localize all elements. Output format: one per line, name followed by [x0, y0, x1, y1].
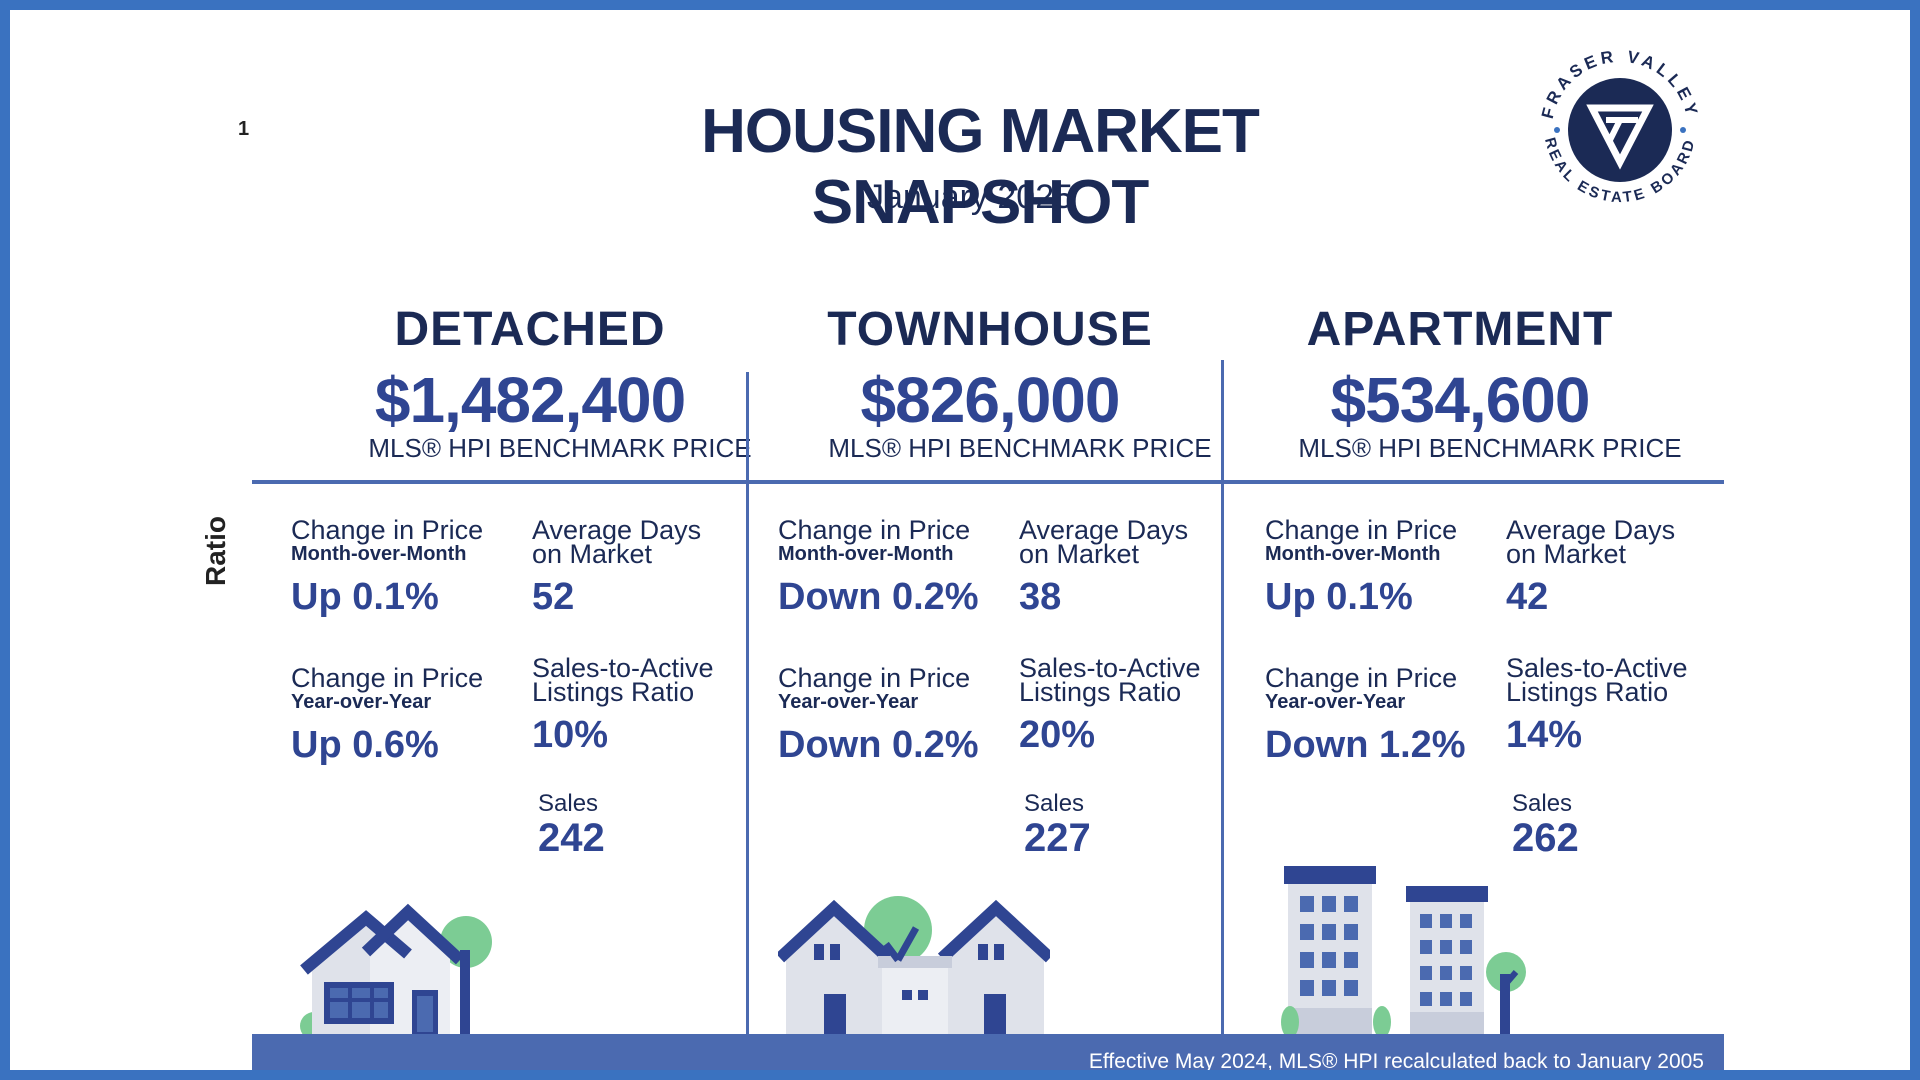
footer-note: Effective May 2024, MLS® HPI recalculate…	[1088, 1050, 1704, 1073]
stat-value: 42	[1506, 576, 1549, 618]
apartment-benchmark-label: MLS® HPI BENCHMARK PRICE	[1298, 433, 1682, 463]
stat-value: Up 0.1%	[1265, 576, 1413, 618]
stat-label-2: on Market	[1506, 539, 1627, 569]
stat-value: Down 0.2%	[778, 576, 979, 618]
apartment-price: $534,600	[1330, 364, 1591, 436]
stat-label-2: Listings Ratio	[1019, 677, 1182, 707]
stat-label: Sales	[1512, 790, 1573, 817]
apartment-title: APARTMENT	[1306, 303, 1614, 356]
detached-yoy: Change in Price Year-over-Year Up 0.6%	[291, 663, 484, 767]
stat-label: Change in Price	[291, 515, 484, 545]
apartment-mom: Change in Price Month-over-Month Up 0.1%	[1265, 515, 1458, 619]
detached-title: DETACHED	[394, 303, 666, 356]
stat-label-2: Listings Ratio	[1506, 677, 1669, 707]
stat-value: 38	[1019, 576, 1062, 618]
fraser-valley-logo-icon: FRASER VALLEY REAL ESTATE BOARD	[1538, 47, 1698, 206]
stat-label: Change in Price	[291, 663, 484, 693]
stat-value: 262	[1512, 816, 1579, 860]
apartment-dom: Average Days on Market 42	[1506, 515, 1676, 619]
stat-label: Sales-to-Active	[1506, 653, 1688, 683]
stat-label: Average Days	[532, 515, 702, 545]
page-subtitle: January 2025	[866, 178, 1074, 216]
stat-label: Change in Price	[778, 663, 971, 693]
apartment-ratio: Sales-to-Active Listings Ratio 14%	[1506, 653, 1688, 757]
stat-label: Average Days	[1019, 515, 1189, 545]
stat-value: 52	[532, 576, 575, 618]
stat-label: Sales	[1024, 790, 1085, 817]
townhouse-sales: Sales 227	[1024, 792, 1091, 861]
ratio-axis-label: Ratio	[200, 516, 231, 586]
townhouse-price: $826,000	[860, 364, 1121, 436]
stat-value: Up 0.6%	[291, 724, 439, 766]
stat-value: Down 1.2%	[1265, 724, 1466, 766]
stat-label-2: on Market	[532, 539, 653, 569]
stat-label-2: Listings Ratio	[532, 677, 695, 707]
townhouse-icon	[778, 896, 1050, 1038]
footer-bar: Effective May 2024, MLS® HPI recalculate…	[252, 1034, 1724, 1073]
apartment-sales: Sales 262	[1512, 792, 1579, 861]
stat-sublabel: Month-over-Month	[1265, 543, 1441, 565]
stat-label: Sales	[538, 790, 599, 817]
townhouse-ratio: Sales-to-Active Listings Ratio 20%	[1019, 653, 1201, 757]
stat-value: 14%	[1506, 714, 1583, 756]
apartment-yoy: Change in Price Year-over-Year Down 1.2%	[1265, 663, 1466, 767]
townhouse-mom: Change in Price Month-over-Month Down 0.…	[778, 515, 979, 619]
stat-value: Up 0.1%	[291, 576, 439, 618]
stat-label: Change in Price	[778, 515, 971, 545]
stat-sublabel: Year-over-Year	[778, 691, 919, 713]
stat-sublabel: Year-over-Year	[1265, 691, 1406, 713]
detached-price: $1,482,400	[374, 364, 686, 436]
stat-label-2: on Market	[1019, 539, 1140, 569]
townhouse-header: TOWNHOUSE $826,000 MLS® HPI BENCHMARK PR…	[750, 302, 1230, 464]
apartment-building-icon	[1281, 866, 1526, 1038]
stat-label: Average Days	[1506, 515, 1676, 545]
detached-sales: Sales 242	[538, 792, 605, 861]
detached-mom: Change in Price Month-over-Month Up 0.1%	[291, 515, 484, 619]
stat-value: Down 0.2%	[778, 724, 979, 766]
column-divider-1	[746, 372, 749, 1034]
ghost-axis-mark: 1	[238, 118, 250, 140]
stat-value: 227	[1024, 816, 1091, 860]
apartment-header: APARTMENT $534,600 MLS® HPI BENCHMARK PR…	[1210, 302, 1710, 464]
stat-sublabel: Month-over-Month	[291, 543, 467, 565]
detached-benchmark-label: MLS® HPI BENCHMARK PRICE	[368, 433, 752, 463]
stat-label: Sales-to-Active	[532, 653, 714, 683]
townhouse-yoy: Change in Price Year-over-Year Down 0.2%	[778, 663, 979, 767]
detached-header: DETACHED $1,482,400 MLS® HPI BENCHMARK P…	[280, 302, 780, 464]
stat-label: Change in Price	[1265, 515, 1458, 545]
stat-sublabel: Month-over-Month	[778, 543, 954, 565]
stat-label: Sales-to-Active	[1019, 653, 1201, 683]
stat-sublabel: Year-over-Year	[291, 691, 432, 713]
column-divider-2	[1221, 360, 1224, 1034]
detached-house-icon	[300, 903, 492, 1040]
townhouse-title: TOWNHOUSE	[827, 303, 1153, 356]
stat-value: 20%	[1019, 714, 1096, 756]
detached-ratio: Sales-to-Active Listings Ratio 10%	[532, 653, 714, 757]
townhouse-dom: Average Days on Market 38	[1019, 515, 1189, 619]
stat-value: 242	[538, 816, 605, 860]
townhouse-benchmark-label: MLS® HPI BENCHMARK PRICE	[828, 433, 1212, 463]
header-divider	[252, 480, 1724, 484]
stat-value: 10%	[532, 714, 609, 756]
detached-dom: Average Days on Market 52	[532, 515, 702, 619]
page-title: HOUSING MARKET SNAPSHOT	[701, 97, 1260, 237]
stat-label: Change in Price	[1265, 663, 1458, 693]
